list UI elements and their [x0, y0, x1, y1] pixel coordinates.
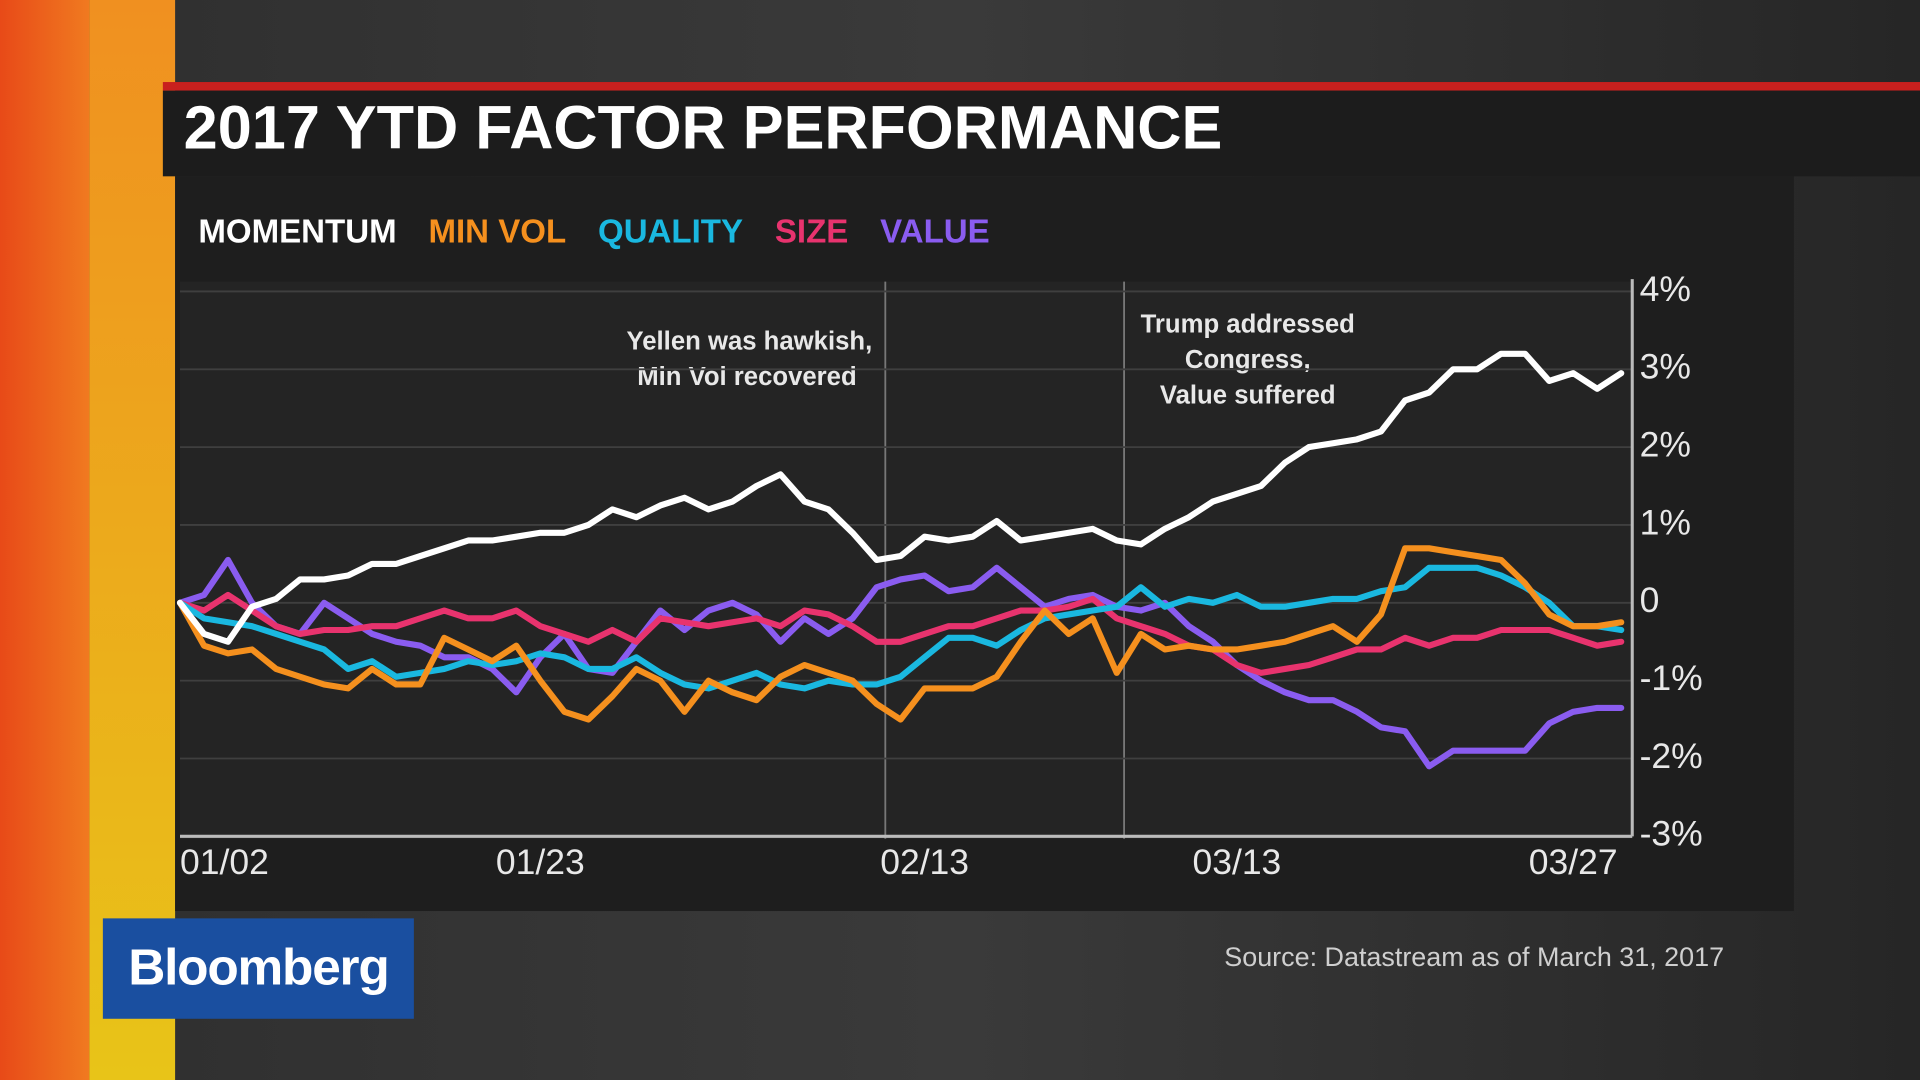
logo-box	[102, 918, 414, 1019]
stripe	[0, 0, 90, 1080]
legend-entry: SIZE	[775, 214, 848, 251]
plot: 4% 3% 2% 1% 0 -1% -2% -3% 01/02 01/23 02/13 03/13 03…	[176, 214, 1703, 882]
y-tick-label: -3%	[1640, 814, 1703, 854]
y-tick-label: 3%	[1640, 347, 1691, 387]
x-tick-label: 02/13	[880, 842, 969, 882]
plot-area	[180, 281, 1633, 839]
y-tick-label: 2%	[1640, 424, 1691, 464]
legend-entry: MIN VOL	[428, 214, 566, 251]
series-line	[176, 591, 1625, 676]
series-line	[176, 556, 1625, 770]
x-tick-label: 03/27	[1529, 842, 1618, 882]
annotation: Yellen was hawkish,	[627, 328, 873, 356]
y-tick-label: 0	[1640, 580, 1660, 620]
annotation: Min Vol recovered	[637, 363, 857, 391]
stripe	[89, 0, 176, 1080]
chart-title: 2017 YTD FACTOR PERFORMANCE	[184, 93, 1223, 161]
x-tick-label: 01/23	[496, 842, 585, 882]
annotation: Trump addressed	[1141, 311, 1355, 339]
source: Source: Datastream as of March 31, 2017	[1224, 942, 1724, 972]
legend-entry: QUALITY	[598, 214, 743, 251]
y-tick-label: -1%	[1640, 658, 1703, 698]
logo: Bloomberg	[128, 938, 388, 996]
title-rule	[162, 82, 1920, 91]
series-line	[176, 350, 1625, 645]
y-tick-label: 4%	[1640, 269, 1691, 309]
legend-entry: VALUE	[880, 214, 990, 251]
x-tick-label: 03/13	[1192, 842, 1281, 882]
series-line	[176, 545, 1625, 723]
legend-entry: MOMENTUM	[198, 214, 396, 251]
series-line	[176, 564, 1625, 692]
y-tick-label: -2%	[1640, 736, 1703, 776]
x-tick-label: 01/02	[180, 842, 269, 882]
title-band	[162, 90, 1920, 177]
y-tick-label: 1%	[1640, 502, 1691, 542]
annotation: Value suffered	[1160, 382, 1336, 410]
